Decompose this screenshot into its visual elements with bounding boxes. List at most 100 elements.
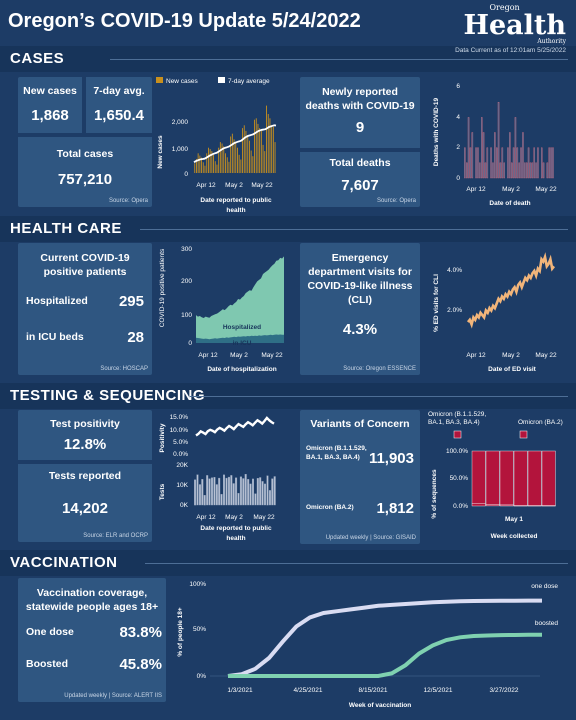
test-bar [235,477,238,506]
ed-ylabel: % ED visits for CLI [433,274,440,332]
new-cases-bar [225,153,226,173]
new-cases-bar [209,149,211,173]
icu-series-label: in ICU [233,340,252,347]
legend-omicron-ba1-line1: Omicron (B.1.1.529, [428,411,486,418]
vacc-xtick: 8/15/2021 [359,687,388,694]
new-cases-bar [214,161,216,173]
hosp-ytick: 300 [181,246,192,253]
death-bar [525,162,528,179]
new-cases-bar [213,155,214,173]
new-cases-bar [271,125,273,173]
boosted-label: Boosted [26,658,68,670]
test-bar [251,478,254,506]
hosp-xtick: May 22 [261,352,283,359]
ed-value: 4.3% [342,321,378,338]
testing-source: Source: ELR and OCRP [83,533,148,539]
new-cases-bar [242,128,243,173]
omicron-ba2-bar [485,450,500,505]
cases-ylabel: New cases [157,135,164,169]
new-cases-bar [211,151,213,173]
variants-xlabel: Week collected [491,533,538,540]
hospitalized-area [196,256,284,343]
avg-value: 1,650.4 [93,107,145,124]
deaths-xtick: May 2 [502,186,520,193]
cases-xlabel-2: health [226,207,245,214]
death-bar [542,162,545,179]
positivity-value: 12.8% [63,436,107,453]
cases-xtick: May 22 [251,182,273,189]
new-cases-bar [230,136,232,173]
omicron-ba2-bar [541,450,556,506]
one-dose-value: 83.8% [119,624,162,641]
legend-omicron-ba1-line2: BA.1, BA.3, BA.4) [428,419,480,426]
omicron-ba1-bar [471,503,486,507]
omicron-ba2-bar [499,450,514,506]
variants-ylabel: % of sequences [431,469,438,519]
new-cases-bar [199,155,201,173]
cases-ytick: 1,000 [172,146,189,153]
new-cases-bar [262,144,264,173]
cases-xtick: May 2 [225,182,243,189]
cases-card: New cases 1,868 7-day avg. 1,650.4 Total… [18,77,152,207]
test-bar [273,476,276,506]
new-cases-bar [254,119,255,173]
testing-header: TESTING & SEQUENCING [0,383,576,409]
death-bar [552,147,554,179]
vaccination-source: Updated weekly | Source: ALERT IIS [64,693,162,699]
death-bar [471,132,474,179]
new-cases-bar [252,156,254,173]
new-cases-bar [249,140,250,173]
new-cases-bar [216,164,218,173]
test-bar [198,484,201,506]
variants-source: Updated weekly | Source: GISAID [325,535,416,541]
test-bar [196,474,199,506]
new-cases-bar [226,157,228,173]
test-bar [247,479,250,506]
vaccination-chart: % of people 18+ 0% 50% 100% one dose boo… [177,581,558,709]
cases-header: CASES [0,46,576,72]
death-bar [479,162,481,179]
new-cases-bar [208,147,209,173]
death-bar [501,147,504,179]
deaths-source: Source: Opera [376,198,416,204]
one-dose-series-label: one dose [531,583,558,590]
death-bar [533,147,535,179]
variants-xtick: May 1 [505,516,523,523]
hosp-ytick: 200 [181,278,192,285]
cases-xtick: Apr 12 [196,182,216,189]
variants-ytick: 50.0% [450,475,469,482]
test-bar [254,493,257,506]
new-cases-bar [219,142,221,173]
positivity-ytick: 15.0% [170,414,189,421]
cases-ytick: 2,000 [172,119,189,126]
death-bar [512,147,515,179]
avg-label: 7-day avg. [93,85,145,97]
deaths-xtick: Apr 12 [466,186,486,193]
new-cases-bar [196,159,197,173]
vacc-xlabel: Week of vaccination [349,702,411,709]
vaccination-header: VACCINATION [0,550,576,576]
test-bar [263,483,266,506]
test-bar [249,483,252,506]
test-bar [227,476,230,506]
tests-label: Tests reported [48,470,122,482]
variant1-value: 11,903 [368,450,414,467]
voc-label: Variants of Concern [310,418,410,430]
new-cases-bar [259,128,261,173]
legend-omicron-ba1-swatch [453,430,462,439]
new-cases-bar [237,147,238,173]
test-bar [237,493,240,506]
test-bar [218,477,221,506]
new-cases-bar [197,153,199,173]
test-bar [239,476,242,506]
ed-xtick: May 22 [535,352,557,359]
cases-ytick: 0 [184,171,188,178]
one-dose-label: One dose [26,626,74,638]
death-bar [546,162,549,179]
test-bar [268,490,271,506]
deaths-ytick: 4 [456,114,460,121]
vacc-xtick: 3/27/2022 [490,687,519,694]
hosp-ytick: 0 [188,340,192,347]
new-cases-bar [266,105,267,173]
ed-xlabel: Date of ED visit [488,366,537,373]
